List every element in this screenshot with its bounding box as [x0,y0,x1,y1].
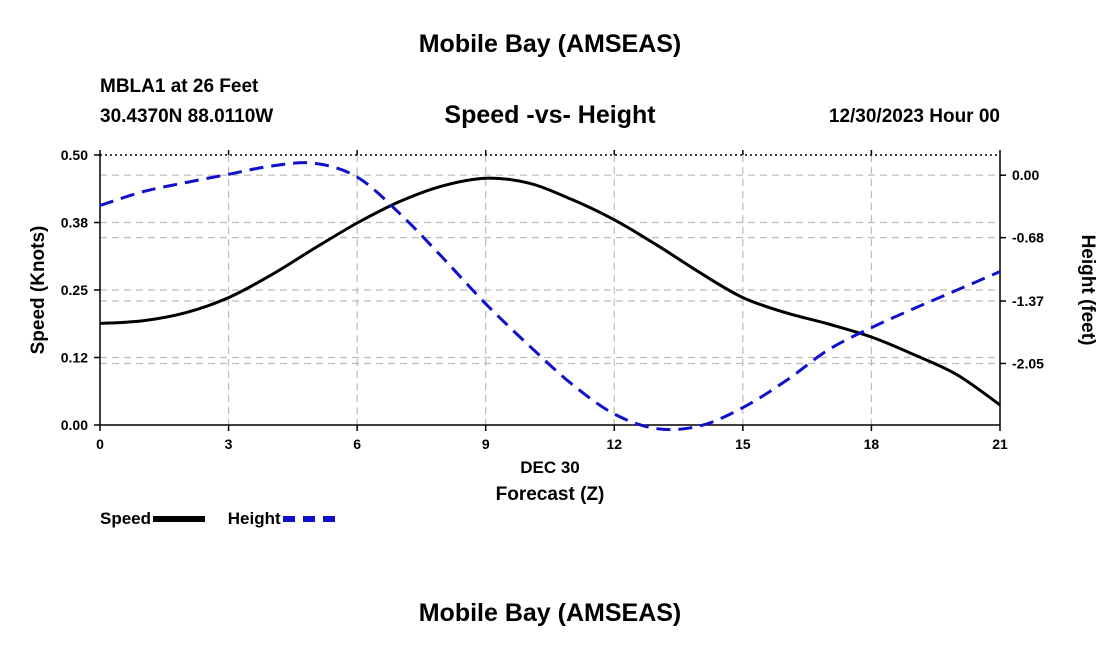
x-tick-label: 18 [864,436,880,452]
legend-height-swatch [282,516,335,522]
footer-title: Mobile Bay (AMSEAS) [418,599,682,627]
x-date-label: DEC 30 [520,458,580,477]
x-axis-title: Forecast (Z) [496,484,605,505]
x-tick-label: 15 [735,436,751,452]
y2-tick-label: -2.05 [1012,355,1044,371]
y-axis-title: Speed (Knots) [28,226,49,355]
legend-item-height: Height [228,509,335,529]
x-tick-label: 0 [96,436,104,452]
x-tick-label: 9 [482,436,490,452]
station-label: MBLA1 at 26 Feet [100,76,259,97]
datetime-label: 12/30/2023 Hour 00 [828,106,1000,127]
coordinates-label: 30.4370N 88.0110W [100,106,274,127]
x-tick-label: 6 [353,436,361,452]
y-tick-label: 0.50 [61,147,88,163]
series-line-speed [99,176,1001,407]
x-tick-label: 21 [992,436,1008,452]
x-tick-label: 3 [225,436,233,452]
main-title: Mobile Bay (AMSEAS) [418,30,682,58]
legend-speed-swatch [153,516,206,522]
y2-tick-label: -1.37 [1012,293,1044,309]
y2-tick-label: 0.00 [1012,167,1039,183]
chart-subtitle: Speed -vs- Height [444,101,656,129]
legend-item-speed: Speed [100,509,206,529]
y2-tick-label: -0.68 [1012,230,1044,246]
x-tick-label: 12 [606,436,622,452]
y-tick-label: 0.25 [61,282,88,298]
y-tick-label: 0.38 [61,215,88,231]
y-tick-label: 0.12 [61,350,88,366]
legend-height-label: Height [227,509,281,528]
legend-speed-label: Speed [100,509,152,528]
legend: Speed Height [100,509,353,529]
series-line-height [99,161,1001,432]
y-tick-label: 0.00 [61,417,88,433]
y2-axis-title: Height (feet) [1077,235,1098,346]
